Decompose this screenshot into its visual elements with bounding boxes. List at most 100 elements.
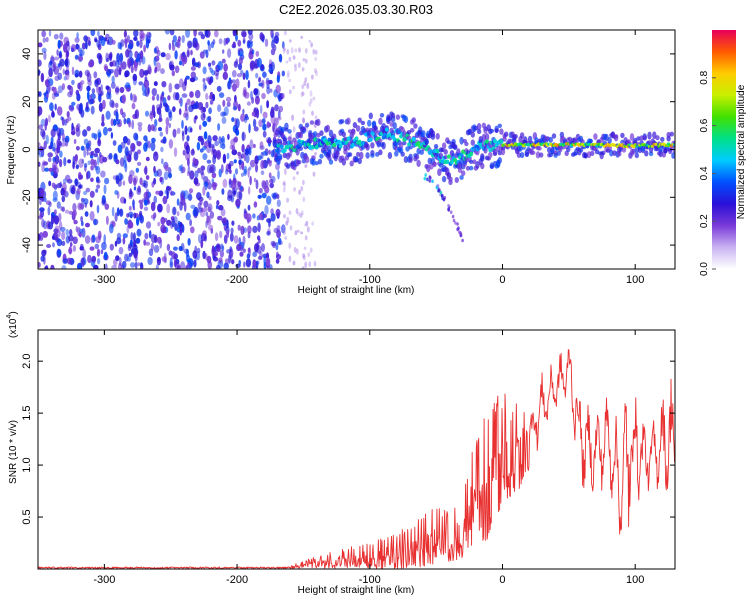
spectrogram-noise-cell: [207, 40, 210, 46]
spectrogram-band-halo: [414, 154, 420, 160]
spectrogram-noise-cell: [151, 95, 155, 101]
spectrogram-noise-cell: [61, 132, 65, 141]
spectrogram-noise-cell: [143, 206, 149, 211]
spectrogram-noise-cell: [186, 258, 192, 264]
spectrogram-noise-cell: [237, 151, 242, 156]
spectrogram-band-core: [445, 159, 450, 164]
spectrogram-noise-cell: [61, 231, 66, 241]
spectrogram-noise-cell: [189, 170, 195, 180]
spectrogram-faint-cell: [294, 230, 298, 236]
spectrogram-noise-cell: [178, 98, 182, 104]
spectrogram-noise-cell: [87, 79, 92, 87]
spectrogram-noise-cell: [208, 107, 212, 115]
spectrogram-noise-cell: [142, 91, 148, 97]
spectrogram-noise-cell: [163, 171, 169, 181]
spectrogram-faint-cell: [282, 92, 286, 99]
spectrogram-noise-cell: [168, 172, 172, 179]
spectrogram-noise-cell: [110, 81, 116, 89]
spectrogram-noise-cell: [268, 149, 271, 155]
spectrogram-faint-cell: [290, 47, 294, 54]
spectrogram-noise-cell: [240, 225, 245, 235]
spectrogram-noise-cell: [95, 176, 100, 183]
spectrogram-band-halo: [341, 131, 346, 138]
spectrogram-noise-cell: [144, 165, 148, 176]
spectrogram-noise-cell: [98, 86, 101, 93]
spectrogram-noise-cell: [102, 99, 106, 110]
spectrogram-noise-cell: [128, 121, 132, 128]
spectrogram-band-halo: [335, 150, 340, 158]
spectrogram-noise-cell: [271, 39, 275, 50]
spectrogram-noise-cell: [245, 70, 249, 80]
spectrogram-branch-cell: [431, 179, 434, 183]
spectrogram-noise-cell: [159, 176, 163, 183]
snr-y-ticks: 0.5 1.0 1.5 2.0: [21, 354, 675, 525]
spectrogram-noise-cell: [124, 70, 130, 77]
spectrogram-noise-cell: [101, 199, 107, 206]
spectrogram-noise-cell: [270, 150, 275, 158]
spectrogram-noise-cell: [221, 58, 226, 64]
spectrogram-noise-cell: [266, 159, 273, 164]
spectrogram-noise-cell: [225, 38, 229, 45]
spectrogram-noise-cell: [157, 203, 163, 213]
spectrogram-noise-cell: [235, 198, 241, 208]
spectrogram-noise-cell: [153, 56, 157, 67]
spectrogram-faint-cell: [302, 109, 306, 115]
spectrogram-noise-cell: [263, 255, 267, 266]
spectrogram-noise-cell: [196, 251, 200, 261]
spectrogram-noise-cell: [181, 119, 184, 129]
spectrogram-band-core: [488, 147, 493, 153]
spectrogram-band-halo: [316, 118, 321, 127]
spectrogram-noise-cell: [180, 164, 184, 174]
spectrogram-faint-cell: [282, 229, 286, 235]
spectrogram-noise-cell: [184, 125, 188, 135]
spectrogram-branch-cell: [424, 173, 428, 177]
spectrogram-band-halo: [375, 152, 380, 157]
spectrogram-noise-cell: [176, 198, 180, 206]
spectrogram-noise-cell: [124, 253, 129, 262]
spectrogram-noise-cell: [236, 73, 243, 78]
spectrogram-noise-cell: [232, 41, 236, 48]
spectrogram-noise-cell: [205, 211, 209, 217]
spectrogram-noise-cell: [275, 84, 281, 94]
spectrogram-band-halo: [457, 167, 463, 173]
spectrogram-noise-cell: [72, 184, 76, 195]
spectrogram-noise-cell: [69, 229, 73, 236]
spectrogram-band-core: [337, 139, 341, 144]
spectrogram-branch-cell: [429, 176, 432, 180]
spectrogram-faint-cell: [311, 74, 314, 80]
spectrogram-noise-cell: [208, 224, 214, 231]
spectrogram-noise-cell: [231, 220, 235, 226]
spectrogram-noise-cell: [234, 94, 237, 103]
spectrogram-noise-cell: [60, 116, 64, 121]
spectrogram-faint-cell: [296, 171, 299, 175]
x-tick-label: -100: [359, 574, 381, 586]
spectrogram-band-core: [279, 144, 284, 149]
spectrogram-noise-cell: [139, 68, 145, 78]
spectrogram-noise-cell: [220, 208, 226, 217]
spectrogram-noise-cell: [238, 244, 244, 252]
spectrogram-noise-cell: [170, 216, 175, 221]
spectrogram-noise-cell: [41, 30, 47, 38]
spectrogram-noise-cell: [187, 158, 190, 167]
spectrogram-noise-cell: [61, 265, 67, 269]
spectrogram-faint-cell: [305, 125, 309, 133]
spectrogram-noise-cell: [216, 85, 222, 92]
spectrogram-noise-cell: [135, 167, 139, 173]
spectrogram-band-halo: [539, 152, 544, 158]
spectrogram-noise-cell: [104, 65, 109, 72]
spectrogram-noise-cell: [203, 181, 209, 187]
spectrogram-noise-cell: [100, 84, 103, 92]
spectrogram-noise-cell: [276, 251, 279, 257]
spectrogram-noise-cell: [78, 203, 85, 210]
spectrogram-noise-cell: [231, 70, 237, 78]
spectrogram-noise-cell: [103, 126, 108, 136]
spectrogram-band-halo: [365, 152, 370, 159]
spectrogram-band-halo: [613, 134, 619, 142]
spectrogram-noise-cell: [136, 40, 140, 47]
spectrogram-band-halo: [424, 138, 429, 146]
spectrogram-noise-cell: [112, 140, 117, 146]
spectrogram-faint-cell: [302, 196, 306, 203]
spectrogram-noise-cell: [223, 63, 228, 72]
spectrogram-noise-cell: [160, 52, 166, 58]
